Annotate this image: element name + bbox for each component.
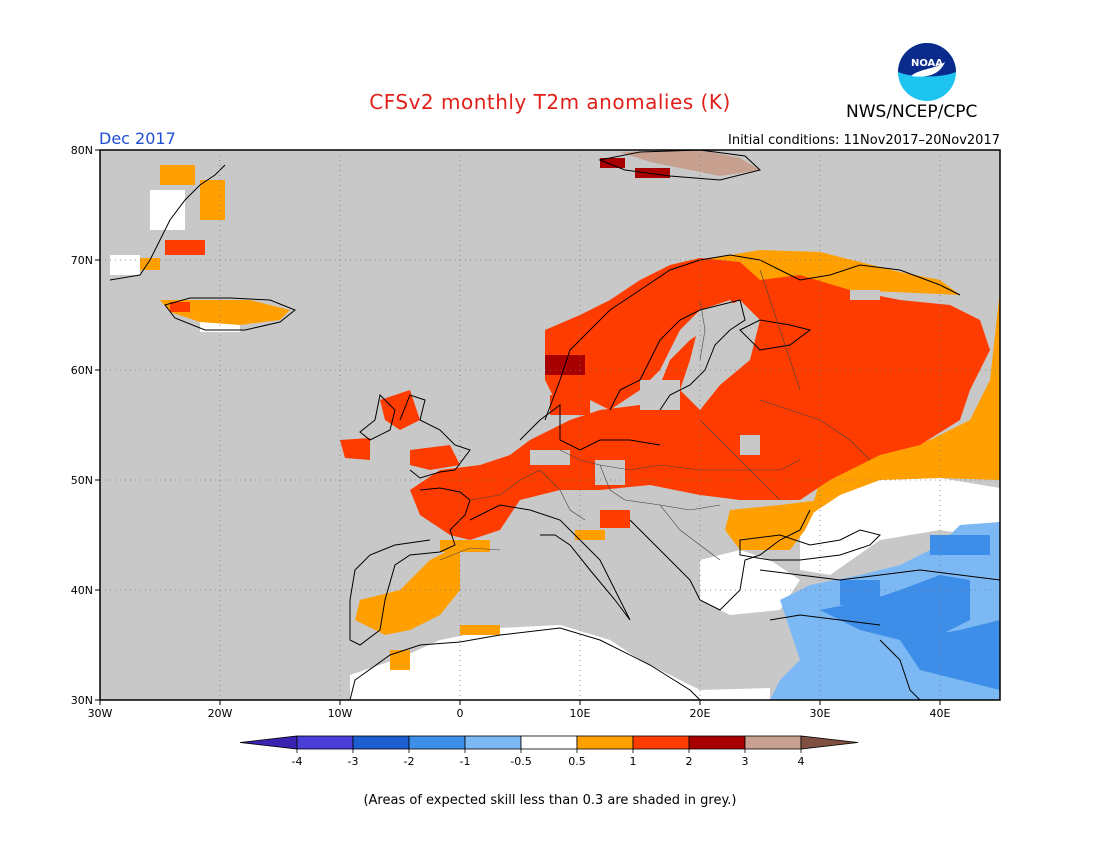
legend-label: 1 [630, 755, 637, 768]
legend-swatch [744, 735, 802, 750]
y-axis-ticks: 80N 70N 60N 50N 40N 30N [71, 144, 100, 707]
legend-swatch [632, 735, 690, 750]
forecast-month: Dec 2017 [99, 129, 176, 148]
legend-label: -3 [348, 755, 359, 768]
extreme-anomaly-regions [620, 150, 760, 176]
noaa-logo-icon: NOAA [898, 43, 956, 101]
x-tick-label: 10E [570, 707, 591, 720]
map-frame [99, 149, 1001, 701]
low-skill-patches [530, 290, 880, 485]
legend-swatch [520, 735, 578, 750]
legend-label: 3 [742, 755, 749, 768]
y-tick-label: 50N [71, 474, 93, 487]
below-normal-regions [770, 522, 1000, 700]
legend-swatch [688, 735, 746, 750]
skill-footnote: (Areas of expected skill less than 0.3 a… [363, 793, 737, 808]
legend-swatch [464, 735, 522, 750]
map-title: CFSv2 monthly T2m anomalies (K) [369, 90, 731, 114]
legend-swatch [408, 735, 466, 750]
x-tick-label: 40E [930, 707, 951, 720]
x-tick-label: 10W [328, 707, 353, 720]
anomaly-map [100, 150, 1000, 700]
y-tick-label: 70N [71, 254, 93, 267]
logo-text: NOAA [911, 58, 943, 69]
y-tick-label: 80N [71, 144, 93, 157]
legend-label: -0.5 [510, 755, 531, 768]
legend-label: 2 [686, 755, 693, 768]
x-tick-label: 20W [208, 707, 233, 720]
color-legend: -4 -3 -2 -1 -0.5 0.5 1 2 3 4 [239, 735, 859, 768]
y-tick-label: 40N [71, 584, 93, 597]
legend-swatch [576, 735, 634, 750]
y-tick-label: 60N [71, 364, 93, 377]
graticule [100, 150, 1000, 700]
legend-label: 4 [798, 755, 805, 768]
legend-label: -2 [404, 755, 415, 768]
legend-swatch [296, 735, 354, 750]
x-tick-label: 30E [810, 707, 831, 720]
legend-swatch [800, 735, 859, 750]
near-normal-regions [110, 190, 1000, 700]
legend-label: 0.5 [568, 755, 586, 768]
legend-swatch [352, 735, 410, 750]
x-tick-label: 20E [690, 707, 711, 720]
y-tick-label: 30N [71, 694, 93, 707]
x-tick-label: 0 [457, 707, 464, 720]
legend-label: -4 [292, 755, 303, 768]
coastlines [109, 150, 1000, 700]
agency-label: NWS/NCEP/CPC [846, 102, 978, 122]
legend-label: -1 [460, 755, 471, 768]
country-borders [439, 269, 871, 561]
legend-swatch [239, 735, 298, 750]
initial-conditions: Initial conditions: 11Nov2017–20Nov2017 [728, 133, 1000, 148]
above-normal-regions [140, 165, 1000, 670]
x-axis-ticks: 30W 20W 10W 0 10E 20E 30E 40E [88, 700, 951, 720]
x-tick-label: 30W [88, 707, 113, 720]
